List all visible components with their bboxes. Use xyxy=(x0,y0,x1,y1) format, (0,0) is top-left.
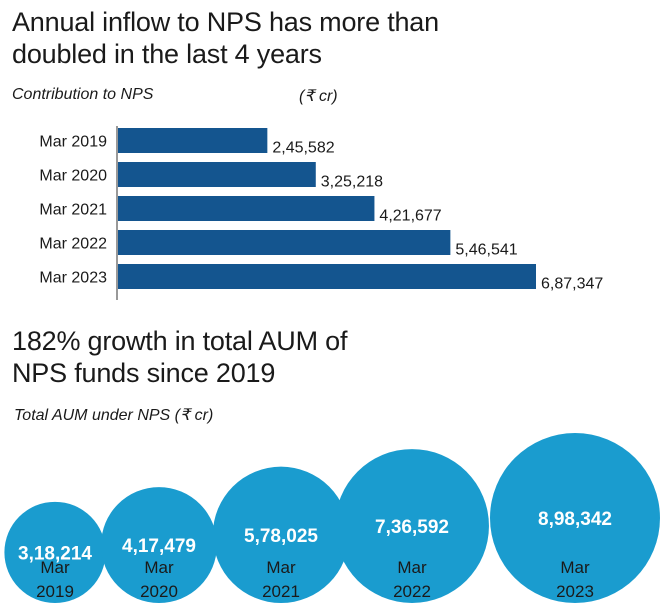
bar xyxy=(118,230,451,255)
bubble-chart-subtitle: Total AUM under NPS (₹ cr) xyxy=(14,407,214,424)
bar xyxy=(118,264,536,289)
bar-category-label: Mar 2020 xyxy=(39,168,107,185)
bar-chart-subtitle: Contribution to NPS xyxy=(12,86,154,103)
bubble xyxy=(4,501,106,603)
bubble-value-label: 4,17,479 xyxy=(122,536,196,557)
bubble-value-label: 7,36,592 xyxy=(375,517,449,538)
bar-value-label: 2,45,582 xyxy=(272,140,334,157)
bubble-category-month: Mar xyxy=(144,558,174,577)
bubble-category-year: 2021 xyxy=(262,582,300,601)
bubble-category-month: Mar xyxy=(266,558,296,577)
bubble-value-label: 8,98,342 xyxy=(538,509,612,530)
bubble-category-year: 2020 xyxy=(140,582,178,601)
bar-value-label: 6,87,347 xyxy=(541,276,603,293)
bubble-category-year: 2022 xyxy=(393,582,431,601)
bubble-chart-title: 182% growth in total AUM of NPS funds si… xyxy=(12,326,348,388)
bar-category-label: Mar 2022 xyxy=(39,236,107,253)
bubble xyxy=(335,449,489,603)
bar-category-label: Mar 2019 xyxy=(39,134,107,151)
bubble xyxy=(490,433,660,603)
bar-chart-unit: (₹ cr) xyxy=(299,88,338,105)
bubble-value-label: 5,78,025 xyxy=(244,526,318,547)
bubble-category-year: 2023 xyxy=(556,582,594,601)
bubble-value-label: 3,18,214 xyxy=(18,543,92,564)
bar-chart-title: Annual inflow to NPS has more than doubl… xyxy=(12,7,439,69)
aum-bubble-chart: 3,18,214Mar20194,17,479Mar20205,78,025Ma… xyxy=(4,433,660,603)
bar-value-label: 4,21,677 xyxy=(379,208,441,225)
contribution-bar-chart: Mar 2019 2,45,582 Mar 2020 3,25,218 Mar 2021… xyxy=(39,126,603,300)
bubble xyxy=(212,466,350,603)
bar xyxy=(118,196,375,221)
bar-value-label: 5,46,541 xyxy=(455,242,517,259)
bubble-category-month: Mar xyxy=(560,558,590,577)
bar xyxy=(118,162,316,187)
bubble-category-month: Mar xyxy=(397,558,427,577)
bar-category-label: Mar 2021 xyxy=(39,202,107,219)
bar xyxy=(118,128,268,153)
bubble-category-month: Mar xyxy=(40,558,70,577)
bubble-category-year: 2019 xyxy=(36,582,74,601)
bar-category-label: Mar 2023 xyxy=(39,270,107,287)
bar-value-label: 3,25,218 xyxy=(321,174,383,191)
bubble xyxy=(101,487,217,603)
